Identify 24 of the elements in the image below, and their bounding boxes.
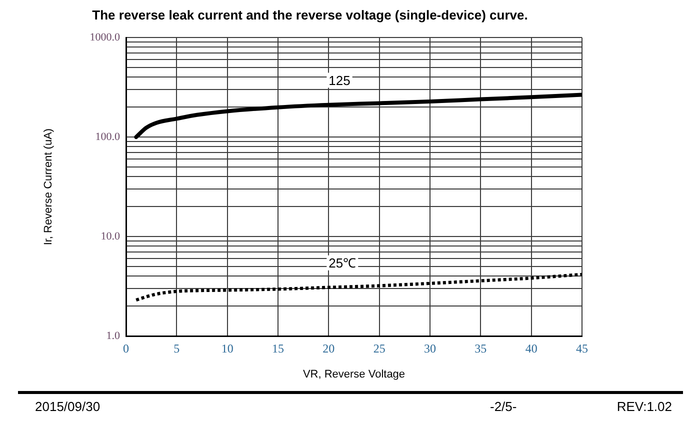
x-tick-label: 15 bbox=[272, 341, 284, 356]
text: -2/5- bbox=[490, 399, 517, 414]
series-label: 125 bbox=[328, 72, 350, 88]
x-tick-label: 35 bbox=[474, 341, 487, 356]
x-tick-label: 40 bbox=[525, 341, 538, 356]
x-tick-label: 20 bbox=[322, 341, 335, 356]
x-tick-label: 10 bbox=[221, 341, 234, 356]
x-tick-label: 25 bbox=[373, 341, 386, 356]
text: 2015/09/30 bbox=[35, 399, 100, 414]
x-tick-label: 30 bbox=[424, 341, 436, 356]
x-tick-label: 45 bbox=[576, 341, 588, 356]
text: REV:1.02 bbox=[616, 399, 672, 414]
line-series bbox=[134, 272, 582, 302]
series-label: 25℃ bbox=[328, 255, 356, 270]
y-tick-label: 1.0 bbox=[106, 330, 120, 342]
line-series bbox=[134, 92, 582, 140]
y-axis-title: Ir, Reverse Current (uA) bbox=[42, 128, 55, 246]
x-tick-label: 5 bbox=[174, 341, 180, 356]
chart-title: The reverse leak current and the reverse voltage (single-device) curve. bbox=[92, 7, 528, 22]
y-tick-label: 10.0 bbox=[100, 230, 120, 242]
y-tick-label: 1000.0 bbox=[90, 31, 120, 44]
x-tick-label: 0 bbox=[123, 341, 129, 356]
x-axis-title: VR, Reverse Voltage bbox=[302, 368, 406, 380]
y-tick-label: 100.0 bbox=[95, 130, 120, 143]
